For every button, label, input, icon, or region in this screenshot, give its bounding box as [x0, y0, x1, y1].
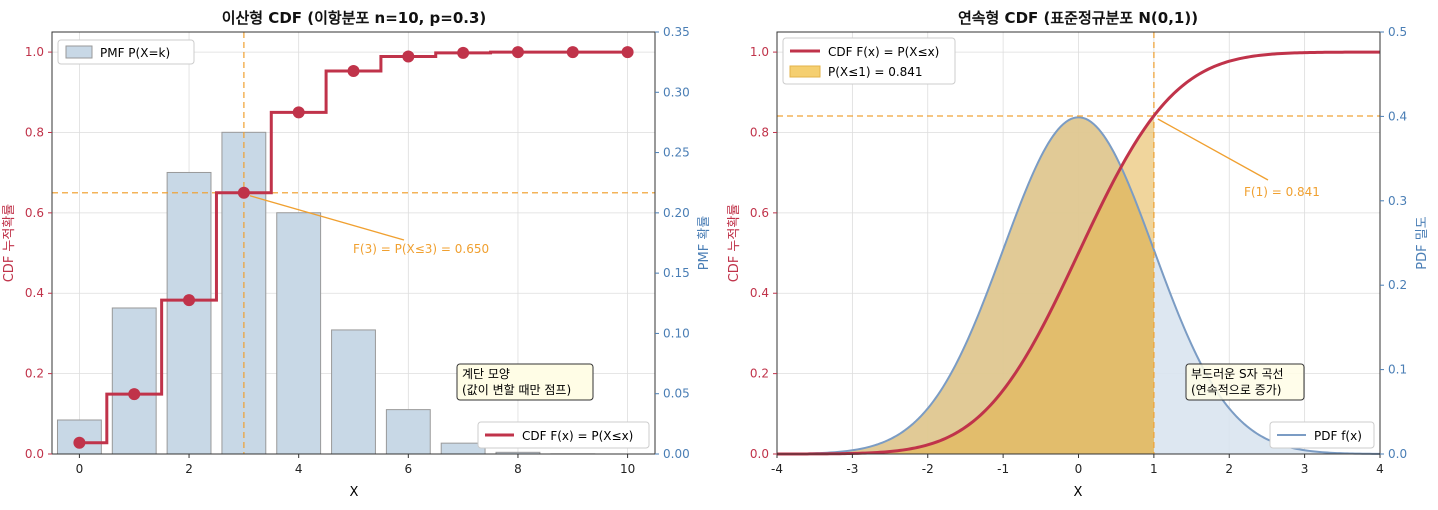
right-x-tick-label: 0 — [1075, 462, 1083, 476]
cdf-point — [567, 46, 579, 58]
right-x-tick-label: -2 — [922, 462, 934, 476]
cdf-point — [183, 294, 195, 306]
cdf-point — [402, 51, 414, 63]
cdf-point — [128, 388, 140, 400]
left-x-ticks: 0 2 4 6 8 10 — [76, 454, 636, 476]
left-x-tick-label: 6 — [404, 462, 412, 476]
left-y-ticks-right: 0.00 0.05 0.10 0.15 0.20 0.25 0.30 0.35 — [655, 25, 690, 461]
left-note-box: 계단 모양 (값이 변할 때만 점프) — [457, 364, 593, 400]
right-right-tick-label: 0.4 — [1388, 109, 1407, 123]
left-x-tick-label: 2 — [185, 462, 193, 476]
right-annotation-label: F(1) = 0.841 — [1244, 185, 1320, 199]
right-right-tick-label: 0.2 — [1388, 278, 1407, 292]
left-legend-cdf-label: CDF F(x) = P(X≤x) — [522, 429, 633, 443]
right-chart-title: 연속형 CDF (표준정규분포 N(0,1)) — [958, 9, 1198, 27]
cdf-point — [348, 65, 360, 77]
left-legend-pmf-label: PMF P(X=k) — [100, 46, 170, 60]
right-pdf-area-fill — [777, 117, 1154, 454]
right-legend-pdf-label: PDF f(x) — [1314, 429, 1362, 443]
left-y-ticks-left: 0.0 0.2 0.4 0.6 0.8 1.0 — [25, 45, 52, 461]
cdf-point — [293, 106, 305, 118]
right-y-axis-label: CDF 누적확률 — [727, 204, 742, 283]
right-y-tick-label: 0.6 — [750, 206, 769, 220]
right-y-tick-label: 0.0 — [750, 447, 769, 461]
right-right-tick-label: 0.1 — [1388, 363, 1407, 377]
left-y-axis-label: CDF 누적확률 — [2, 204, 17, 283]
cdf-point — [238, 187, 250, 199]
right-x-tick-label: 2 — [1225, 462, 1233, 476]
right-y-tick-label: 0.2 — [750, 367, 769, 381]
right-x-tick-label: -1 — [997, 462, 1009, 476]
right-right-tick-label: 0.0 — [1388, 447, 1407, 461]
right-x-tick-label: -4 — [771, 462, 783, 476]
left-y-tick-label: 0.8 — [25, 125, 44, 139]
left-y-tick-label: 0.0 — [25, 447, 44, 461]
right-y-ticks-left: 0.0 0.2 0.4 0.6 0.8 1.0 — [750, 45, 777, 461]
left-legend-cdf: CDF F(x) = P(X≤x) — [478, 422, 649, 448]
continuous-cdf-chart: 연속형 CDF (표준정규분포 N(0,1)) F(1) = 0.841 부드러… — [727, 9, 1430, 500]
right-x-axis-label: X — [1074, 485, 1083, 500]
left-x-tick-label: 0 — [76, 462, 84, 476]
left-right-tick-label: 0.00 — [663, 447, 690, 461]
right-legend-area-swatch — [790, 66, 820, 77]
left-x-axis-label: X — [350, 485, 359, 500]
left-annotation-arrow — [250, 196, 404, 240]
right-x-tick-label: 4 — [1376, 462, 1384, 476]
right-note-box: 부드러운 S자 곡선 (연속적으로 증가) — [1186, 364, 1304, 400]
pmf-bar — [332, 330, 376, 454]
left-right-tick-label: 0.25 — [663, 146, 690, 160]
left-legend-pmf-swatch — [66, 46, 92, 58]
left-annotation-label: F(3) = P(X≤3) = 0.650 — [353, 242, 489, 256]
left-right-axis-label: PMF 확률 — [697, 216, 712, 271]
right-right-tick-label: 0.3 — [1388, 194, 1407, 208]
right-annotation-arrow — [1158, 119, 1268, 180]
right-annotation: F(1) = 0.841 — [1158, 119, 1320, 199]
right-legend-area-label: P(X≤1) = 0.841 — [828, 65, 923, 79]
right-legend-top: CDF F(x) = P(X≤x) P(X≤1) = 0.841 — [783, 38, 955, 84]
left-y-tick-label: 0.6 — [25, 206, 44, 220]
right-legend-cdf-label: CDF F(x) = P(X≤x) — [828, 45, 939, 59]
left-y-tick-label: 0.4 — [25, 286, 44, 300]
left-x-tick-label: 8 — [514, 462, 522, 476]
right-legend-pdf: PDF f(x) — [1270, 422, 1374, 448]
left-x-tick-label: 4 — [295, 462, 303, 476]
right-x-tick-label: 1 — [1150, 462, 1158, 476]
left-note-line2: (값이 변할 때만 점프) — [462, 383, 571, 397]
right-x-ticks: -4 -3 -2 -1 0 1 2 3 4 — [771, 454, 1384, 476]
right-x-tick-label: 3 — [1301, 462, 1309, 476]
right-x-tick-label: -3 — [846, 462, 858, 476]
right-y-ticks-right: 0.0 0.1 0.2 0.3 0.4 0.5 — [1380, 25, 1407, 461]
left-right-tick-label: 0.10 — [663, 326, 690, 340]
left-x-tick-label: 10 — [620, 462, 635, 476]
left-right-tick-label: 0.20 — [663, 206, 690, 220]
left-chart-title: 이산형 CDF (이항분포 n=10, p=0.3) — [222, 9, 487, 27]
right-note-line2: (연속적으로 증가) — [1191, 383, 1281, 397]
left-note-line1: 계단 모양 — [462, 367, 510, 381]
right-y-tick-label: 0.4 — [750, 286, 769, 300]
left-y-tick-label: 1.0 — [25, 45, 44, 59]
right-right-axis-label: PDF 밀도 — [1415, 216, 1430, 269]
right-y-tick-label: 1.0 — [750, 45, 769, 59]
cdf-point — [457, 47, 469, 59]
pmf-bar — [167, 172, 211, 454]
cdf-point — [512, 46, 524, 58]
left-right-tick-label: 0.15 — [663, 266, 690, 280]
left-right-tick-label: 0.35 — [663, 25, 690, 39]
right-note-line1: 부드러운 S자 곡선 — [1191, 367, 1284, 381]
pmf-bar — [112, 308, 156, 454]
pmf-bar — [277, 213, 321, 454]
pmf-bar — [386, 410, 430, 454]
right-y-tick-label: 0.8 — [750, 125, 769, 139]
left-right-tick-label: 0.30 — [663, 85, 690, 99]
left-legend-pmf: PMF P(X=k) — [58, 40, 194, 64]
discrete-cdf-chart: 이산형 CDF (이항분포 n=10, p=0.3) F(3) = P(X≤3)… — [2, 9, 712, 500]
cdf-point — [73, 437, 85, 449]
left-right-tick-label: 0.05 — [663, 387, 690, 401]
right-right-tick-label: 0.5 — [1388, 25, 1407, 39]
left-y-tick-label: 0.2 — [25, 367, 44, 381]
cdf-point — [622, 46, 634, 58]
